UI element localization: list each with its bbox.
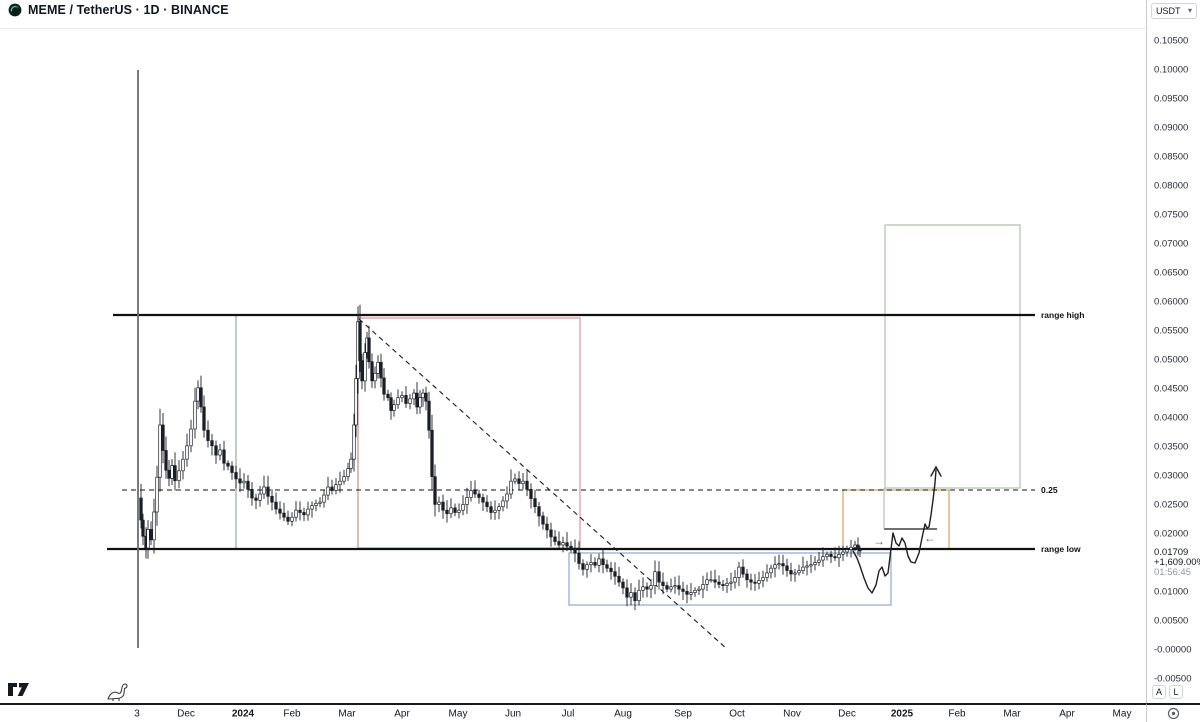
time-axis-label: Dec (838, 708, 856, 719)
price-axis-label: 0.07500 (1154, 209, 1189, 221)
price-axis-label: 0.02000 (1154, 528, 1189, 540)
chart-pane[interactable]: range high range low 0.25 → ← MEME / TetherU… (0, 0, 1146, 703)
distribution-box-red[interactable] (357, 317, 581, 549)
fib-quarter-line-label: 0.25 (1041, 485, 1058, 495)
time-axis-label: Apr (1059, 708, 1075, 719)
price-axis-label: 0.03000 (1154, 470, 1189, 482)
price-axis-label: 0.06000 (1154, 296, 1189, 308)
symbol-logo-icon (8, 3, 22, 17)
time-axis-label: 3 (134, 708, 140, 719)
time-axis-label: Aug (614, 708, 632, 719)
price-axis-label: -0.00000 (1154, 644, 1192, 656)
price-axis-label: -0.00500 (1154, 673, 1192, 685)
time-axis-label: Jul (561, 708, 575, 719)
time-axis-label: 2024 (231, 708, 255, 719)
dino-sticker-icon[interactable] (107, 683, 128, 701)
time-axis-label: Nov (783, 708, 801, 719)
price-axis-label: 0.10000 (1154, 64, 1189, 76)
price-axis-label: 0.04000 (1154, 412, 1189, 424)
time-axis-label: Apr (394, 708, 410, 719)
price-axis[interactable]: USDT ▾ 0.10500 0.10000 0.09500 0.09000 0.085… (1146, 0, 1200, 703)
price-axis-label: 0.02500 (1154, 499, 1189, 511)
price-axis-label: 0.03500 (1154, 441, 1189, 453)
log-scale-button[interactable]: L (1169, 685, 1183, 699)
price-axis-label: 0.08500 (1154, 151, 1189, 163)
range-low-line-label: range low (1041, 544, 1081, 554)
gear-icon[interactable] (1167, 707, 1180, 720)
projection-squiggle[interactable] (852, 469, 937, 594)
time-axis-label: Mar (338, 708, 356, 719)
descending-trendline[interactable] (358, 318, 728, 650)
time-axis-label: Oct (729, 708, 745, 719)
price-axis-label: 0.06500 (1154, 267, 1189, 279)
price-axis-label: 0.09500 (1154, 93, 1189, 105)
time-axis-label: Mar (1003, 708, 1021, 719)
currency-label: USDT (1156, 6, 1181, 16)
time-axis-label: 2025 (890, 708, 914, 719)
price-axis-label: 0.04500 (1154, 383, 1189, 395)
axis-settings-corner[interactable] (1146, 703, 1200, 722)
currency-dropdown[interactable]: USDT ▾ (1151, 3, 1197, 19)
price-axis-label: 0.09000 (1154, 122, 1189, 134)
change-percent: +1,609.00% (1154, 557, 1200, 568)
time-axis-label: Dec (177, 708, 195, 719)
last-price-tag: 0.01709 +1,609.00% 01:56:45 (1154, 548, 1200, 578)
time-axis-label: Feb (948, 708, 966, 719)
bar-countdown: 01:56:45 (1154, 567, 1191, 578)
chevron-down-icon: ▾ (1187, 6, 1192, 15)
range-high-line-label: range high (1041, 310, 1084, 320)
price-axis-label: 0.01000 (1154, 586, 1189, 598)
time-axis[interactable]: 3 Dec 2024 Feb Mar Apr May Jun Jul Aug Sep Oct Nov De… (0, 703, 1146, 722)
time-axis-label: Feb (283, 708, 301, 719)
target-box-green[interactable] (884, 224, 1021, 489)
time-axis-label: May (1112, 708, 1132, 719)
price-axis-label: 0.05500 (1154, 325, 1189, 337)
chart-legend[interactable]: MEME / TetherUS · 1D · BINANCE (8, 3, 229, 17)
arrow-left-icon[interactable]: ← (924, 531, 936, 545)
time-axis-label: Sep (674, 708, 692, 719)
time-axis-label: May (448, 708, 468, 719)
arrow-right-icon[interactable]: → (873, 534, 885, 548)
price-axis-label: 0.08000 (1154, 180, 1189, 192)
price-axis-label: 0.07000 (1154, 238, 1189, 250)
range-box-blue[interactable] (568, 552, 892, 606)
time-axis-label: Jun (504, 708, 522, 719)
price-axis-label: 0.10500 (1154, 35, 1189, 47)
tradingview-logo[interactable] (8, 683, 29, 696)
symbol-title[interactable]: MEME / TetherUS · 1D · BINANCE (28, 3, 229, 17)
up-arrowhead-icon (930, 465, 942, 477)
auto-scale-button[interactable]: A (1152, 685, 1166, 699)
header-divider (0, 28, 1146, 29)
last-price: 0.01709 (1154, 547, 1189, 558)
chart-canvas[interactable]: range high range low 0.25 → ← (0, 0, 1146, 703)
price-axis-label: 0.05000 (1154, 354, 1189, 366)
price-axis-label: 0.00500 (1154, 615, 1189, 627)
candlestick-series (139, 304, 862, 610)
